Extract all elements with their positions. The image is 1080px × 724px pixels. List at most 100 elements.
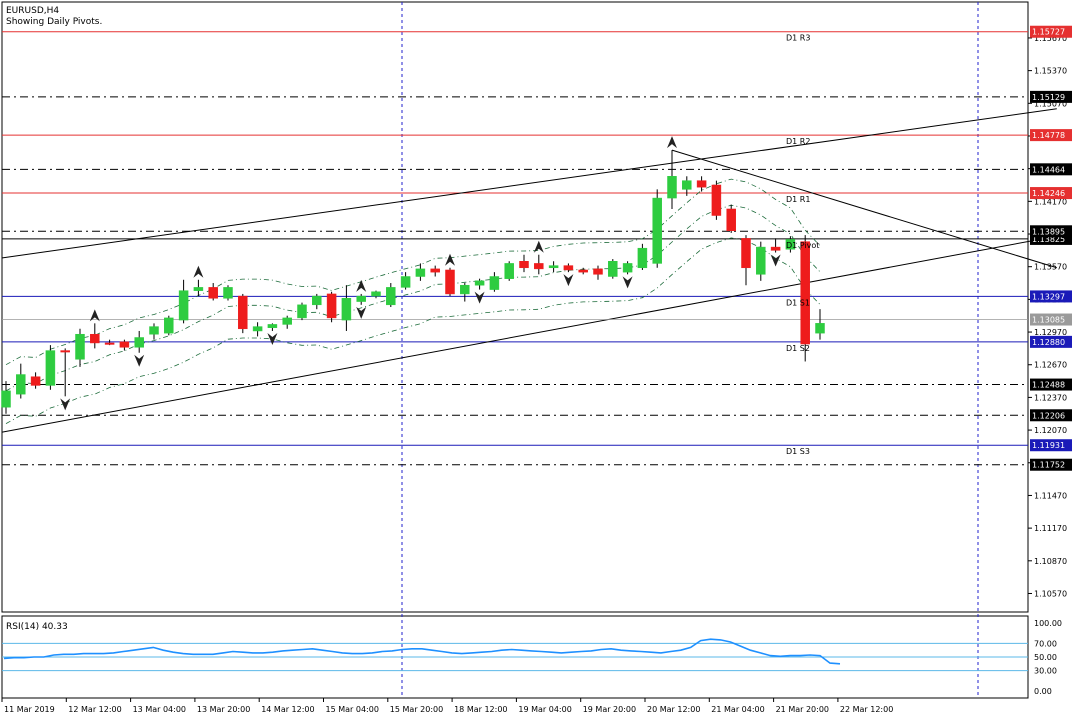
candle-body[interactable] (756, 246, 766, 275)
candle-body[interactable] (341, 298, 352, 321)
price-tick-label: 1.10570 (1034, 589, 1067, 598)
candle-body[interactable] (696, 180, 707, 188)
rsi-line (3, 638, 841, 665)
fractal-down-arrow (563, 274, 574, 287)
price-tick-label: 1.12070 (1034, 426, 1067, 435)
price-tick-label: 1.11170 (1034, 524, 1067, 533)
candle-body[interactable] (119, 341, 130, 348)
price-tick-label: 1.12670 (1034, 361, 1067, 370)
candle-body[interactable] (770, 246, 781, 251)
pivot-price-tag-bg (1030, 290, 1072, 303)
level-price-tag: 1.12488 (1032, 381, 1065, 390)
candle-body[interactable] (445, 269, 455, 295)
candle-body[interactable] (489, 276, 500, 290)
pivot-price-tag-bg (1030, 129, 1072, 142)
price-tick-label: 1.14170 (1034, 197, 1067, 206)
candle-body[interactable] (622, 263, 633, 273)
candle-body[interactable] (193, 287, 204, 291)
pivot-price-tag-bg (1030, 187, 1072, 200)
candle-body[interactable] (60, 350, 70, 353)
candle-body[interactable] (711, 184, 722, 216)
price-tick-label: 1.11470 (1034, 491, 1067, 500)
pivot-price-tag-bg (1030, 25, 1072, 38)
candle-body[interactable] (252, 326, 263, 332)
candle-body[interactable] (800, 241, 810, 345)
candle-body[interactable] (223, 287, 233, 299)
candle-body[interactable] (371, 291, 381, 297)
fractal-down-arrow (356, 306, 367, 319)
fractal-up-arrow (533, 240, 544, 253)
fractal-down-arrow (134, 354, 145, 367)
candle-body[interactable] (104, 342, 115, 345)
candle-body[interactable] (563, 265, 574, 271)
candle-body[interactable] (164, 317, 174, 334)
level-price-tag-bg (1030, 409, 1072, 422)
level-price-tag-bg (1030, 163, 1072, 176)
time-tick-label: 21 Mar 04:00 (711, 705, 764, 714)
fractal-up-arrow (667, 136, 677, 149)
candle-body[interactable] (45, 350, 56, 386)
candle-body[interactable] (608, 261, 618, 277)
time-tick-label: 14 Mar 12:00 (261, 705, 314, 714)
price-tick-label: 1.15070 (1034, 99, 1067, 108)
candle-body[interactable] (356, 295, 366, 302)
chart-subtitle: Showing Daily Pivots. (6, 17, 102, 27)
candle-body[interactable] (16, 374, 26, 395)
candle-body[interactable] (593, 268, 603, 275)
candle-body[interactable] (415, 268, 426, 277)
candle-body[interactable] (726, 208, 736, 231)
fractal-down-arrow (474, 291, 485, 304)
pivot-price-tag: 1.15727 (1032, 28, 1065, 37)
candle-body[interactable] (90, 333, 100, 344)
candle-body[interactable] (312, 295, 322, 306)
candle-body[interactable] (178, 290, 189, 321)
candle-body[interactable] (430, 268, 440, 273)
candle-body[interactable] (400, 276, 411, 288)
candle-body[interactable] (386, 287, 396, 306)
pivot-price-tag-bg (1030, 335, 1072, 348)
candle-body[interactable] (504, 263, 514, 279)
rsi-tick-label: 70.00 (1034, 639, 1057, 648)
pivot-price-tag: 1.14246 (1032, 189, 1065, 198)
candle-body[interactable] (30, 376, 41, 386)
candle-body[interactable] (282, 317, 292, 325)
candle-body[interactable] (815, 323, 825, 334)
candle-body[interactable] (1, 390, 11, 408)
candle-body[interactable] (208, 287, 218, 299)
candle-body[interactable] (326, 293, 337, 319)
candle-body[interactable] (474, 280, 485, 286)
price-tick-label: 1.12370 (1034, 393, 1067, 402)
candle-body[interactable] (460, 284, 470, 295)
candle-body[interactable] (548, 265, 559, 269)
candle-body[interactable] (297, 304, 307, 319)
time-tick-label: 19 Mar 20:00 (583, 705, 636, 714)
fractal-up-arrow (193, 265, 204, 278)
candle-body[interactable] (785, 239, 796, 250)
fractal-up-arrow (89, 309, 100, 322)
candle-body[interactable] (741, 238, 751, 269)
candle-body[interactable] (682, 180, 692, 190)
level-price-tag-bg (1030, 458, 1072, 471)
candle-body[interactable] (534, 263, 544, 270)
pivot-label: D1 R1 (786, 195, 810, 204)
candle-body[interactable] (667, 176, 677, 199)
time-tick-label: 20 Mar 12:00 (647, 705, 700, 714)
candle-body[interactable] (134, 337, 144, 348)
candle-body[interactable] (149, 326, 159, 335)
pivot-price-tag: 1.13825 (1032, 235, 1065, 244)
candle-body[interactable] (578, 269, 588, 273)
symbol-title: EURUSD,H4 (6, 6, 59, 16)
candle-body[interactable] (652, 197, 662, 264)
candle-body[interactable] (519, 261, 529, 269)
trend-line (1, 235, 1057, 433)
candle-body[interactable] (637, 247, 648, 269)
fractal-up-arrow (356, 279, 367, 292)
candle-body[interactable] (75, 333, 85, 360)
level-price-tag: 1.11752 (1032, 461, 1065, 470)
candle-body[interactable] (267, 324, 278, 328)
pivot-label: D1 Pivot (786, 241, 819, 250)
candle-body[interactable] (238, 295, 248, 330)
time-tick-label: 19 Mar 04:00 (518, 705, 571, 714)
